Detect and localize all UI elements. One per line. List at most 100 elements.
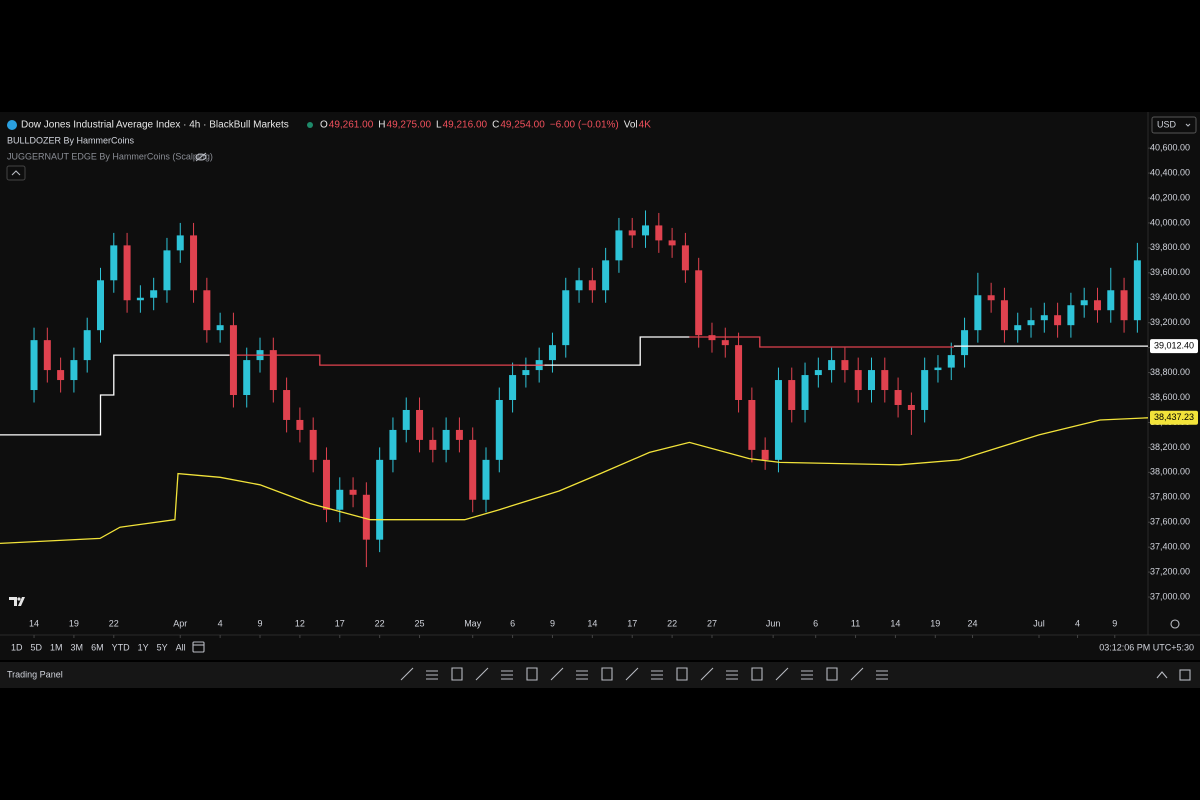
candle-body — [987, 295, 995, 301]
candle-body — [495, 400, 503, 460]
x-tick-label: 19 — [69, 618, 79, 628]
tool-button[interactable] — [826, 667, 838, 681]
candle-body — [841, 360, 849, 371]
tool-button[interactable] — [850, 667, 864, 681]
candle-body — [110, 245, 118, 281]
candle-body — [43, 340, 51, 371]
tool-button[interactable] — [601, 667, 613, 681]
range-button[interactable]: 5D — [31, 642, 43, 652]
currency[interactable]: USD — [1157, 119, 1177, 129]
range-button[interactable]: 1D — [11, 642, 23, 652]
date-range-icon[interactable] — [192, 641, 205, 653]
candle-body — [1120, 290, 1128, 321]
volume-key: Vol — [624, 120, 638, 131]
tool-button[interactable] — [625, 667, 639, 681]
x-tick-label: 22 — [667, 618, 677, 628]
range-button[interactable]: 6M — [91, 642, 104, 652]
tool-button[interactable] — [775, 667, 789, 681]
tool-button[interactable] — [475, 667, 489, 681]
collapse-button[interactable] — [6, 165, 26, 181]
tool-button[interactable] — [576, 670, 588, 680]
candle-body — [562, 290, 570, 346]
tool-icon — [601, 667, 613, 681]
candle-body — [1133, 260, 1141, 321]
tool-button[interactable] — [426, 670, 438, 680]
candle-body — [96, 280, 104, 331]
tool-button[interactable] — [451, 667, 463, 681]
tool-button[interactable] — [526, 667, 538, 681]
x-tick-label: 27 — [707, 618, 717, 628]
x-tick-label: Apr — [173, 618, 187, 628]
range-button[interactable]: 5Y — [157, 642, 168, 652]
y-tick-label: 39,800.00 — [1150, 242, 1190, 252]
tool-button[interactable] — [700, 667, 714, 681]
panel-tab[interactable]: Trading Panel — [7, 669, 63, 679]
tool-button[interactable] — [876, 670, 888, 680]
hide-icon[interactable] — [195, 152, 207, 162]
expand-button[interactable] — [1156, 671, 1168, 679]
candle-body — [788, 380, 796, 410]
symbol: Dow Jones Industrial Average Index · 4h … — [21, 120, 289, 131]
clock: 03:12:06 PM UTC+5:30 — [1099, 642, 1194, 652]
tool-button[interactable] — [651, 670, 663, 680]
status-dot — [307, 122, 313, 128]
candle-body — [907, 404, 915, 410]
candle-body — [30, 340, 38, 391]
candle-body — [1093, 300, 1101, 311]
ohlc-key: H — [378, 120, 385, 131]
volume: 4K — [639, 120, 652, 131]
candle-body — [469, 439, 477, 500]
candle-body — [416, 409, 424, 440]
x-tick-label: 11 — [851, 618, 860, 628]
tool-button[interactable] — [801, 670, 813, 680]
y-tick-label: 38,600.00 — [1150, 392, 1190, 402]
range-button[interactable]: All — [176, 642, 186, 652]
y-tick-label: 39,600.00 — [1150, 267, 1190, 277]
x-tick-label: 25 — [415, 618, 425, 628]
candle-body — [1040, 315, 1048, 321]
ohlc-value: 49,216.00 — [443, 120, 488, 131]
price-label-bg — [1150, 339, 1198, 354]
x-tick-label: 6 — [510, 618, 515, 628]
candle-body — [894, 390, 902, 405]
price-label: 39,012.40 — [1154, 340, 1194, 350]
ohlc: O 49,261.00 H 49,275.00 L 49,216.00 C 49,254.00… — [320, 120, 651, 131]
y-tick-label: 39,200.00 — [1150, 317, 1190, 327]
candle-body — [921, 370, 929, 410]
tool-button[interactable] — [501, 670, 513, 680]
tool-icon — [700, 667, 714, 681]
currency-select[interactable]: USD — [1151, 116, 1197, 134]
tool-button[interactable] — [726, 670, 738, 680]
candle-body — [402, 409, 410, 430]
x-tick-label: 22 — [109, 618, 119, 628]
price-label: 38,437.23 — [1154, 412, 1194, 422]
tool-icon — [801, 670, 813, 680]
tool-button[interactable] — [676, 667, 688, 681]
tool-button[interactable] — [550, 667, 564, 681]
candle-body — [642, 225, 650, 236]
tool-icon — [850, 667, 864, 681]
range-button[interactable]: YTD — [112, 642, 131, 652]
candle-body — [828, 360, 836, 371]
x-tick-label: 9 — [550, 618, 555, 628]
y-tick-label: 37,000.00 — [1150, 591, 1190, 601]
price-label-bg — [1150, 410, 1198, 425]
range-button[interactable]: 1Y — [138, 642, 149, 652]
tool-icon — [576, 670, 588, 680]
y-tick-label: 37,200.00 — [1150, 566, 1190, 576]
candle-body — [1027, 320, 1035, 326]
settings-icon[interactable] — [1170, 619, 1180, 629]
maximize-button[interactable] — [1179, 669, 1191, 681]
candle-body — [854, 370, 862, 391]
tool-button[interactable] — [400, 667, 414, 681]
indicator-line — [0, 417, 1149, 545]
range-button[interactable]: 1M — [50, 642, 63, 652]
change: −6.00 (−0.01%) — [550, 120, 619, 131]
range-button[interactable]: 3M — [71, 642, 84, 652]
candle-body — [296, 419, 304, 430]
tool-button[interactable] — [751, 667, 763, 681]
indicator: JUGGERNAUT EDGE By HammerCoins (Scalping… — [7, 151, 213, 161]
candle-body — [482, 459, 490, 500]
tool-icon — [526, 667, 538, 681]
candle-body — [934, 367, 942, 371]
